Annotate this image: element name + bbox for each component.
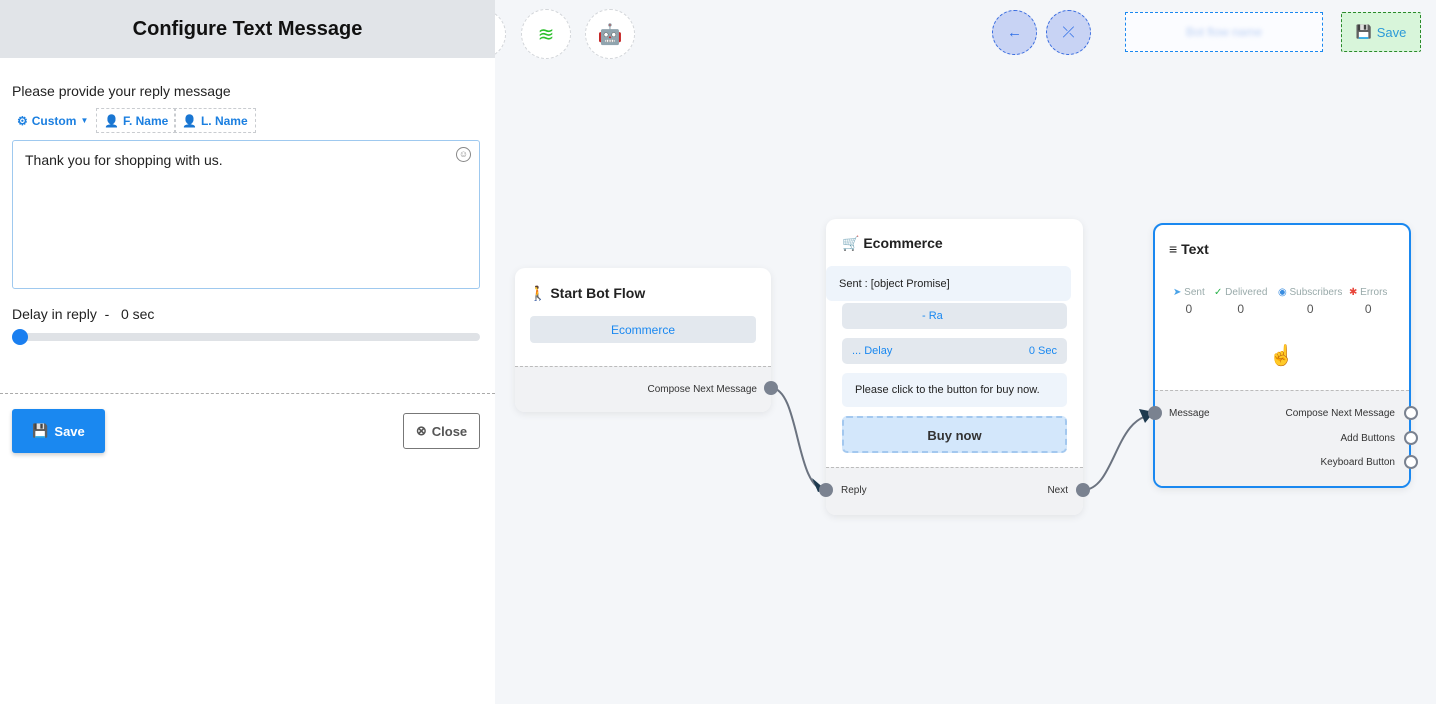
output-port[interactable] [1404,431,1418,445]
output-port[interactable] [764,381,778,395]
walking-icon: 🚶 [529,285,547,301]
emoji-icon[interactable]: ☺ [456,147,471,162]
start-node[interactable]: 🚶 Start Bot Flow Ecommerce Compose Next … [515,268,778,412]
text-node-footer: Message Compose Next Message Add Buttons… [1148,390,1418,486]
stat-errors: ✱ Errors 0 [1349,287,1388,316]
sent-status: Sent : [object Promise] [826,266,1071,301]
message-textarea[interactable]: Thank you for shopping with us. [12,140,480,289]
first-name-label: F. Name [122,113,169,128]
flow-name-input[interactable]: Bot flow name [1125,12,1323,52]
message-text: Please click to the button for buy now. [842,373,1067,407]
paper-plane-icon: ➤ [1173,287,1182,298]
back-arrow-icon[interactable]: ← [992,10,1037,55]
stat-delivered: ✓ Delivered 0 [1214,287,1268,316]
start-node-footer: Compose Next Message [515,366,778,412]
hand-pointer-icon: ☝ [1269,345,1294,367]
close-button[interactable]: ⊗ Close [403,413,480,449]
bug-icon: ✱ [1349,287,1358,298]
user-icon: 👤 [104,113,119,128]
compress-icon[interactable]: ⤫ [1046,10,1091,55]
align-lines-icon: ≡ [1169,241,1178,257]
delay-slider[interactable] [12,329,480,345]
ecommerce-node[interactable]: 🛒 Ecommerce Sent : [object Promise] - Ra… [819,219,1090,515]
toolbar-save-button[interactable]: 💾 Save [1341,12,1421,52]
gears-icon: ⚙ [17,113,28,128]
custom-label: Custom [31,113,77,128]
close-circle-icon: ⊗ [415,423,427,438]
output-port[interactable] [1404,455,1418,469]
save-button[interactable]: 💾 Save [12,409,105,453]
user-icon: 👤 [182,113,197,128]
floppy-icon: 💾 [32,423,49,438]
stat-sent: ➤ Sent 0 [1173,287,1205,316]
configure-panel: Configure Text Message Please provide yo… [0,0,495,704]
message-label: Message [1169,408,1210,419]
keyboard-button-label: Keyboard Button [1320,457,1396,468]
text-title: ≡ Text [1169,241,1209,257]
first-name-button[interactable]: 👤 F. Name [96,108,177,133]
divider [0,393,495,394]
caret-down-icon: ▼ [80,116,89,125]
output-port[interactable] [1404,406,1418,420]
robot-icon[interactable]: 🤖 [585,9,635,59]
cart-icon: 🛒 [842,235,860,251]
connection-ecommerce-text [1082,414,1155,491]
slider-thumb[interactable] [12,329,28,345]
custom-dropdown[interactable]: ⚙ Custom ▼ [10,108,95,133]
stat-subscribers: ◉ Subscribers 0 [1278,287,1343,316]
input-port[interactable] [1148,406,1162,420]
last-name-label: L. Name [200,113,248,128]
delay-row: ... Delay 0 Sec [842,338,1067,364]
compose-next-label: Compose Next Message [647,384,758,395]
buy-now-button[interactable]: Buy now [842,416,1067,453]
next-label: Next [1047,485,1068,496]
check-circle-icon: ✓ [1214,287,1223,298]
add-buttons-label: Add Buttons [1340,433,1395,444]
close-label: Close [431,423,468,439]
floppy-icon: 💾 [1355,24,1372,39]
toolbar-save-label: Save [1376,24,1407,40]
text-node[interactable]: ≡ Text ➤ Sent 0 ✓ Delivered 0 ◉ Subscriber… [1148,223,1418,488]
reply-prompt: Please provide your reply message [12,83,231,99]
user-circle-icon: ◉ [1278,287,1287,298]
panel-title: Configure Text Message [0,0,495,58]
delay-label: Delay in reply - 0 sec [12,306,155,322]
output-port[interactable] [1076,483,1090,497]
ecommerce-footer: Reply Next [819,467,1090,515]
connection-start-ecommerce [770,387,827,491]
quick-reply-row[interactable]: - Ra [842,303,1067,329]
stack-icon[interactable]: ≋ [521,9,571,59]
start-node-title: 🚶 Start Bot Flow [529,285,646,301]
ecommerce-title: 🛒 Ecommerce [842,235,943,251]
last-name-button[interactable]: 👤 L. Name [174,108,256,133]
reply-label: Reply [841,485,867,496]
compose-next-label: Compose Next Message [1285,408,1396,419]
save-label: Save [54,423,85,439]
input-port[interactable] [819,483,833,497]
ecommerce-button[interactable]: Ecommerce [530,316,756,343]
